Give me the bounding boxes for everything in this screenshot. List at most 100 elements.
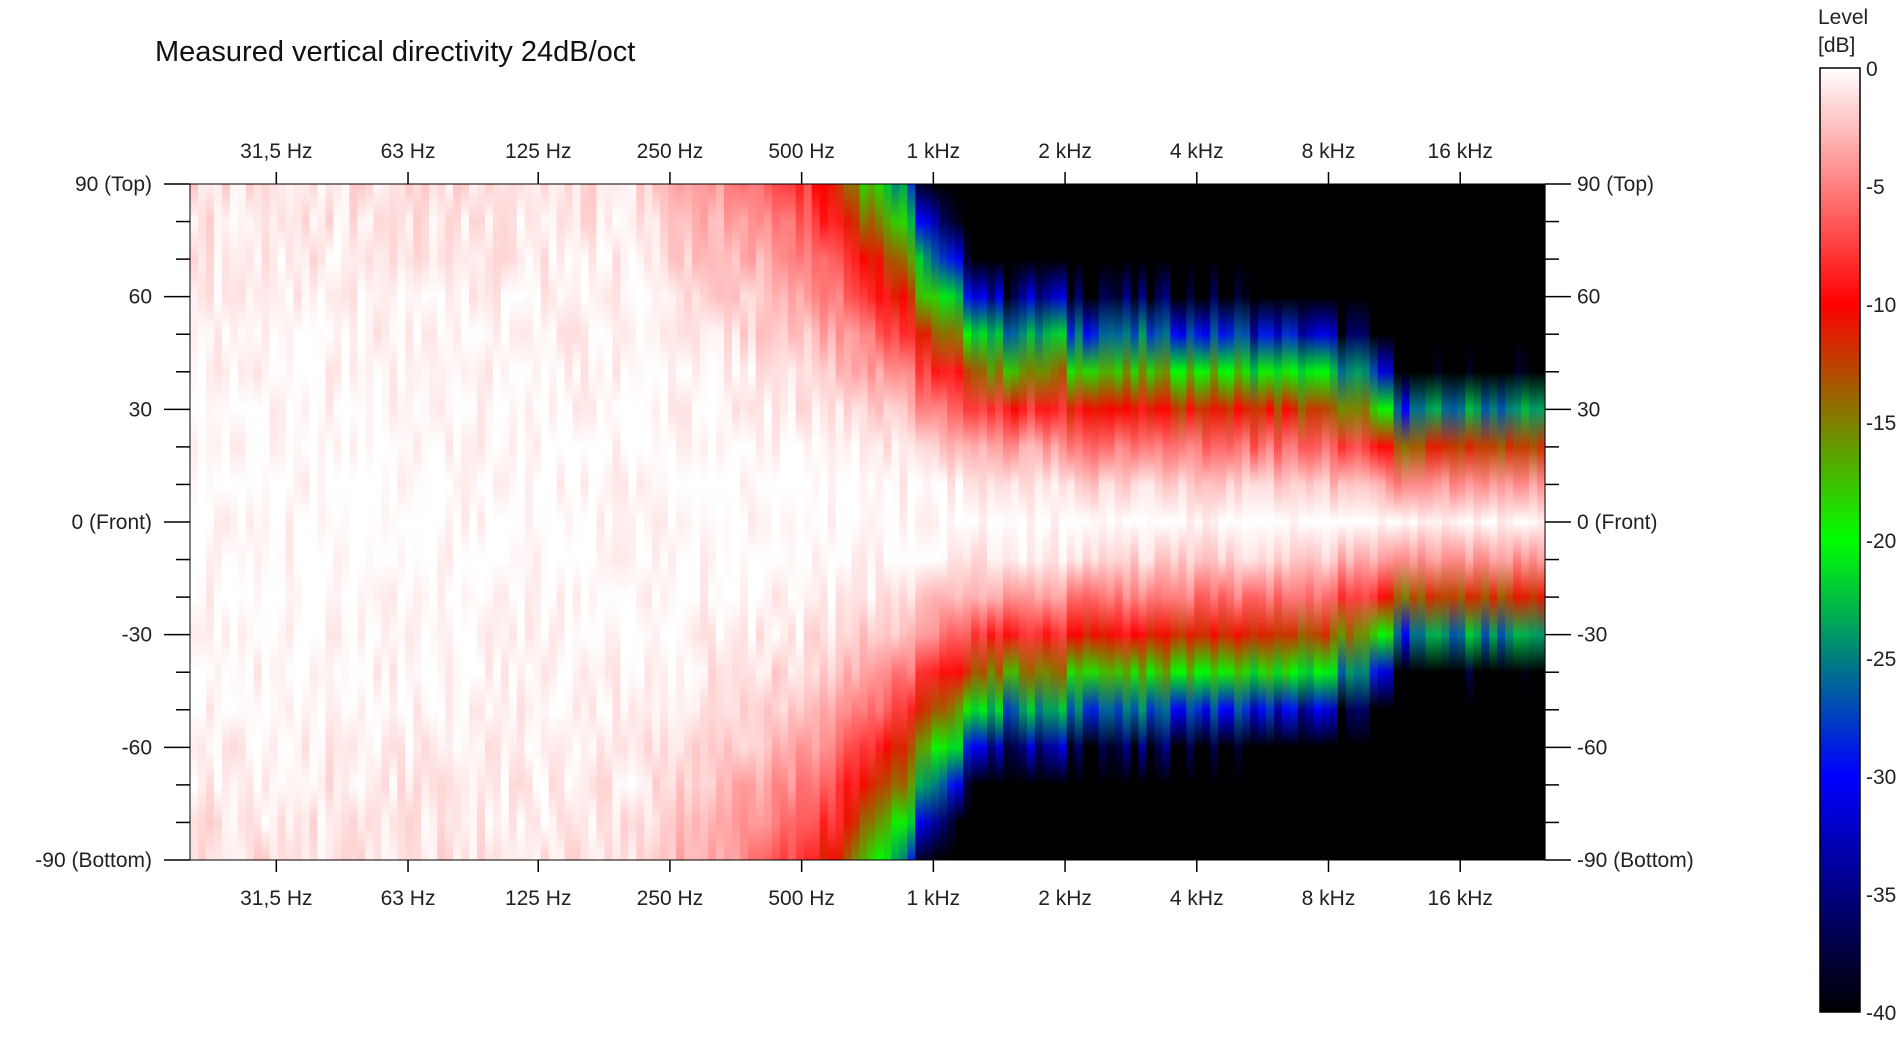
heatmap-column (747, 184, 757, 860)
heatmap-column (1537, 184, 1546, 860)
y-tick-label-right: 30 (1577, 398, 1600, 421)
y-tick-label-right: -30 (1577, 624, 1607, 647)
heatmap-column (628, 184, 637, 860)
heatmap-column (795, 184, 805, 860)
heatmap-column (492, 184, 502, 860)
heatmap-column (389, 184, 398, 860)
heatmap-column (596, 184, 606, 860)
heatmap-column (357, 184, 366, 860)
y-tick-label-left: 60 (129, 286, 152, 309)
heatmap-column (1210, 184, 1219, 860)
chart-title: Measured vertical directivity 24dB/oct (155, 36, 636, 68)
x-tick-label-top: 31,5 Hz (240, 140, 312, 163)
heatmap-column (1361, 184, 1371, 860)
heatmap-column (1003, 184, 1012, 860)
heatmap-column (963, 184, 972, 860)
y-tick-label-left: -60 (122, 736, 152, 759)
heatmap-column (1138, 184, 1148, 860)
heatmap-column (381, 184, 390, 860)
heatmap-column (1393, 184, 1403, 860)
heatmap-column (907, 184, 916, 860)
heatmap-column (1010, 184, 1020, 860)
heatmap-column (1321, 184, 1331, 860)
x-tick-label-bottom: 500 Hz (768, 887, 835, 910)
heatmap-column (716, 184, 725, 860)
heatmap-column (293, 184, 303, 860)
heatmap-column (285, 184, 295, 860)
heatmap-column (899, 184, 908, 860)
heatmap-column (229, 184, 239, 860)
heatmap-column (429, 184, 438, 860)
heatmap-column (1425, 184, 1435, 860)
heatmap-column (1026, 184, 1036, 860)
heatmap-column (835, 184, 845, 860)
heatmap-column (1018, 184, 1028, 860)
heatmap-column (604, 184, 614, 860)
heatmap-column (317, 184, 327, 860)
heatmap-column (269, 184, 279, 860)
colorbar-tick-label: -25 (1866, 648, 1896, 671)
y-tick-label-right: 0 (Front) (1577, 511, 1658, 534)
heatmap-column (476, 184, 486, 860)
heatmap-column (213, 184, 223, 860)
heatmap-column (843, 184, 853, 860)
colorbar-tick-label: -40 (1866, 1002, 1896, 1025)
x-tick-label-top: 16 kHz (1428, 140, 1493, 163)
heatmap-column (739, 184, 749, 860)
y-tick-label-left: 0 (Front) (71, 511, 152, 534)
heatmap-column (1106, 184, 1116, 860)
heatmap-column (564, 184, 574, 860)
heatmap-column (1481, 184, 1490, 860)
x-tick-label-bottom: 4 kHz (1170, 887, 1224, 910)
y-tick-label-right: 90 (Top) (1577, 173, 1654, 196)
heatmap-column (851, 184, 861, 860)
y-tick-label-right: 60 (1577, 286, 1600, 309)
heatmap-cells (190, 184, 1546, 860)
heatmap-column (1329, 184, 1339, 860)
heatmap-column (580, 184, 590, 860)
heatmap-column (1529, 184, 1538, 860)
heatmap-column (771, 184, 781, 860)
heatmap-column (1281, 184, 1291, 860)
heatmap-column (1058, 184, 1068, 860)
heatmap-column (397, 184, 406, 860)
heatmap-column (803, 184, 813, 860)
x-tick-label-bottom: 250 Hz (637, 887, 704, 910)
x-tick-label-bottom: 8 kHz (1302, 887, 1356, 910)
heatmap-column (1186, 184, 1195, 860)
y-tick-label-left: 90 (Top) (75, 173, 152, 196)
heatmap-column (1218, 184, 1227, 860)
heatmap-column (1345, 184, 1355, 860)
x-tick-label-bottom: 125 Hz (505, 887, 572, 910)
heatmap-column (811, 184, 821, 860)
heatmap-column (1369, 184, 1379, 860)
heatmap-column (708, 184, 717, 860)
heatmap-column (540, 184, 550, 860)
heatmap-column (245, 184, 255, 860)
heatmap-column (1202, 184, 1211, 860)
heatmap-column (684, 184, 693, 860)
heatmap-column (779, 184, 789, 860)
heatmap-column (859, 184, 869, 860)
heatmap-column (1377, 184, 1387, 860)
heatmap-column (1433, 184, 1442, 860)
x-tick-label-bottom: 1 kHz (907, 887, 961, 910)
heatmap-column (1130, 184, 1140, 860)
heatmap-column (453, 184, 462, 860)
x-tick-label-top: 63 Hz (381, 140, 436, 163)
x-tick-label-bottom: 31,5 Hz (240, 887, 312, 910)
x-tick-label-top: 250 Hz (637, 140, 704, 163)
colorbar-tick-label: -5 (1866, 176, 1885, 199)
y-tick-label-left: -90 (Bottom) (35, 849, 152, 872)
heatmap-column (516, 184, 526, 860)
heatmap-column (1250, 184, 1259, 860)
y-tick-label-left: 30 (129, 398, 152, 421)
y-tick-label-left: -30 (122, 624, 152, 647)
heatmap-column (1034, 184, 1044, 860)
colorbar-tick-label: -30 (1866, 766, 1896, 789)
heatmap-column (1226, 184, 1235, 860)
heatmap-column (652, 184, 661, 860)
colorbar-tick-label: -35 (1866, 884, 1896, 907)
heatmap-column (1274, 184, 1283, 860)
